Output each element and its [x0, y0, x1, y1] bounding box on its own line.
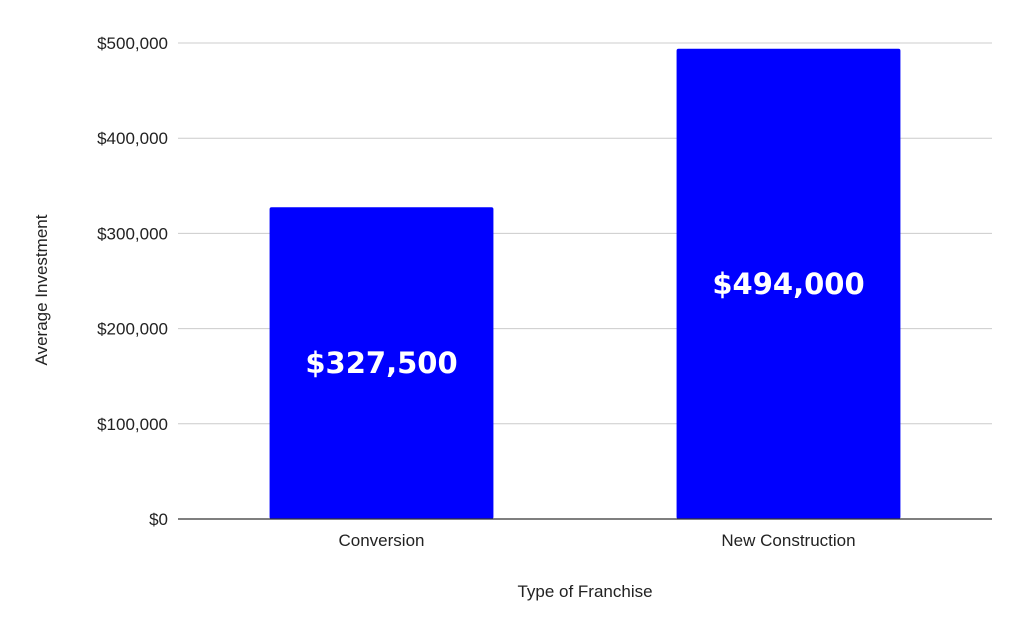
x-axis-title: Type of Franchise: [517, 582, 652, 601]
y-axis-title: Average Investment: [32, 214, 51, 365]
x-tick-label: Conversion: [339, 531, 425, 550]
y-tick-label: $400,000: [97, 129, 168, 148]
bar: [676, 48, 901, 519]
y-tick-label: $0: [149, 510, 168, 529]
x-axis-ticks: Conversion New Construction: [339, 531, 856, 550]
y-tick-label: $500,000: [97, 34, 168, 53]
x-tick-label: New Construction: [721, 531, 855, 550]
bars: $327,500 $494,000: [269, 48, 901, 519]
y-tick-label: $300,000: [97, 224, 168, 243]
bar-data-label: $494,000: [712, 267, 864, 301]
y-tick-label: $200,000: [97, 320, 168, 339]
y-axis-ticks: $0 $100,000 $200,000 $300,000 $400,000 $500,0…: [97, 34, 168, 529]
bar: [269, 207, 494, 519]
bar-data-label: $327,500: [305, 346, 457, 380]
y-tick-label: $100,000: [97, 415, 168, 434]
